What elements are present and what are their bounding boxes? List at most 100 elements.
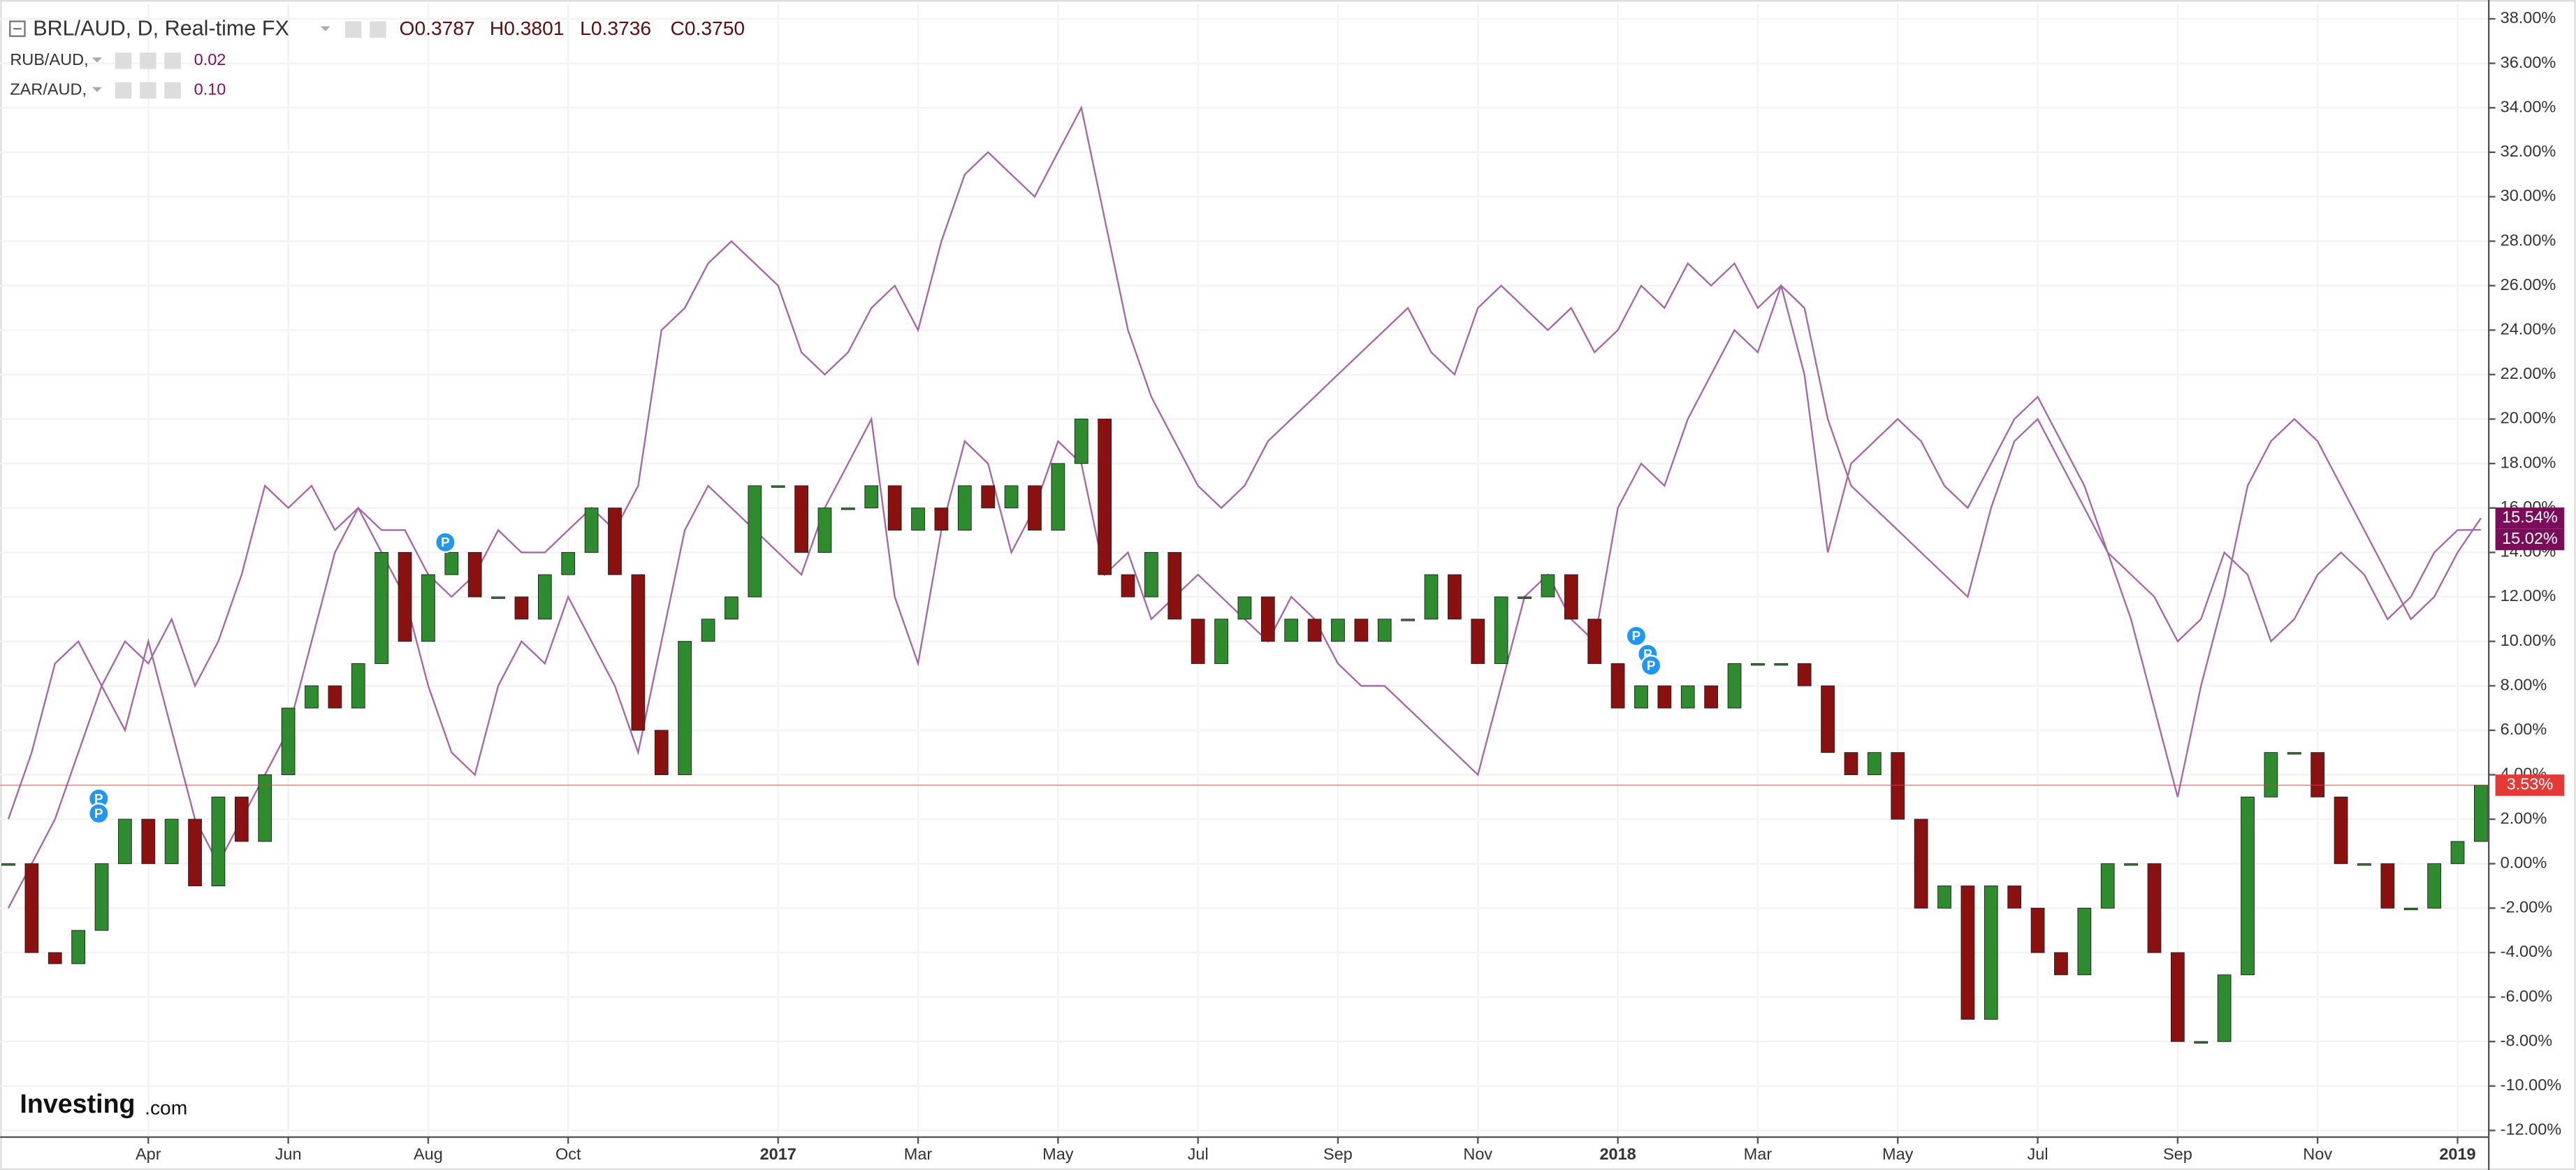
candle: [258, 774, 272, 842]
dropdown[interactable]: [92, 87, 102, 92]
last-value-label: 15.02%: [2502, 529, 2558, 547]
candle: [24, 863, 39, 953]
candle: [911, 507, 925, 531]
candle: [2380, 863, 2395, 909]
candle: [2077, 907, 2092, 976]
legend-series: RUB/AUD,: [10, 50, 88, 68]
dropdown[interactable]: [320, 26, 330, 31]
x-tick-label: Aug: [414, 1145, 443, 1163]
candle: [164, 818, 179, 865]
collapse-icon[interactable]: [9, 20, 26, 37]
legend-value: 0.10: [194, 80, 226, 99]
legend-main: BRL/AUD, D, Real-time FX: [33, 16, 289, 40]
settings-icon[interactable]: [140, 82, 157, 99]
x-tick-label: Jun: [275, 1145, 302, 1163]
event-marker: [88, 802, 110, 825]
candle: [2124, 863, 2138, 866]
candle: [1657, 685, 1672, 709]
candle: [1984, 886, 1998, 1020]
event-marker-label: P: [94, 806, 103, 821]
y-tick-label: 10.00%: [2501, 631, 2556, 649]
candle: [1401, 619, 1416, 621]
last-value-badge: [2495, 774, 2565, 796]
candle: [71, 930, 86, 965]
settings-icon[interactable]: [370, 21, 386, 38]
candle: [1797, 663, 1812, 686]
candle: [1518, 596, 1531, 599]
candle: [305, 685, 319, 709]
series-line: [7, 105, 2482, 909]
y-tick-label: 38.00%: [2501, 8, 2556, 27]
last-value-badge: [2495, 528, 2565, 551]
candle: [817, 507, 832, 553]
y-tick-label: 32.00%: [2501, 142, 2556, 160]
ohlc-label: H0.3801: [490, 17, 565, 39]
candle: [1844, 752, 1858, 775]
candle: [841, 507, 855, 510]
settings-icon[interactable]: [140, 52, 157, 69]
x-tick-label: May: [1882, 1145, 1914, 1163]
candle: [2241, 796, 2255, 976]
candle: [398, 551, 412, 642]
candle: [1307, 619, 1322, 642]
x-tick-label: Sep: [1323, 1145, 1353, 1163]
logo: Investing .com: [20, 1089, 187, 1118]
y-tick-label: -2.00%: [2501, 898, 2553, 916]
candle: [2007, 886, 2022, 909]
candle: [887, 485, 902, 531]
candle: [94, 863, 109, 931]
candle: [1098, 419, 1112, 575]
candle: [981, 485, 996, 509]
candle: [2194, 1041, 2208, 1044]
candle: [2403, 907, 2418, 911]
event-marker-label: P: [1647, 658, 1656, 672]
candle: [1541, 574, 1555, 598]
candle: [2054, 952, 2068, 976]
settings-icon[interactable]: [115, 52, 132, 69]
settings-icon[interactable]: [115, 82, 132, 99]
candle: [1284, 619, 1299, 642]
candle: [1704, 685, 1719, 709]
candle: [957, 485, 972, 531]
candle: [654, 730, 669, 775]
ohlc-label: O0.3787: [400, 17, 475, 39]
candle: [1914, 818, 1928, 909]
candle: [2147, 863, 2162, 953]
candle: [1564, 574, 1578, 620]
candle: [701, 619, 715, 642]
ohlc-label: L0.3736: [580, 17, 651, 39]
close-icon[interactable]: [164, 52, 181, 69]
dropdown[interactable]: [92, 57, 102, 63]
close-icon[interactable]: [164, 82, 181, 99]
y-tick-label: -12.00%: [2501, 1120, 2562, 1139]
x-tick-label: Mar: [1744, 1145, 1773, 1163]
y-tick-label: 36.00%: [2501, 53, 2556, 71]
candle: [1, 863, 15, 866]
candle: [1448, 574, 1462, 620]
candle: [608, 507, 622, 575]
x-tick-label: 2018: [1599, 1145, 1636, 1163]
y-tick-label: 2.00%: [2501, 809, 2547, 827]
candle: [1960, 886, 1975, 1020]
candle: [281, 707, 296, 775]
candle: [1237, 596, 1252, 620]
candle: [1144, 551, 1158, 598]
last-value-label: 15.54%: [2502, 508, 2558, 526]
candle: [2334, 796, 2348, 865]
event-marker-label: P: [441, 535, 450, 549]
y-tick-label: -4.00%: [2501, 942, 2553, 960]
settings-icon[interactable]: [344, 21, 362, 38]
event-marker-label: P: [94, 791, 103, 806]
ohlc-label: C0.3750: [670, 17, 745, 39]
candle: [2474, 784, 2488, 842]
candle: [1377, 619, 1392, 642]
candle: [1634, 685, 1648, 709]
candle: [2357, 863, 2371, 866]
candle: [2427, 863, 2441, 909]
candle: [2450, 841, 2465, 865]
candle: [467, 551, 482, 598]
legend-value: 0.02: [194, 50, 226, 68]
candle: [514, 596, 529, 620]
